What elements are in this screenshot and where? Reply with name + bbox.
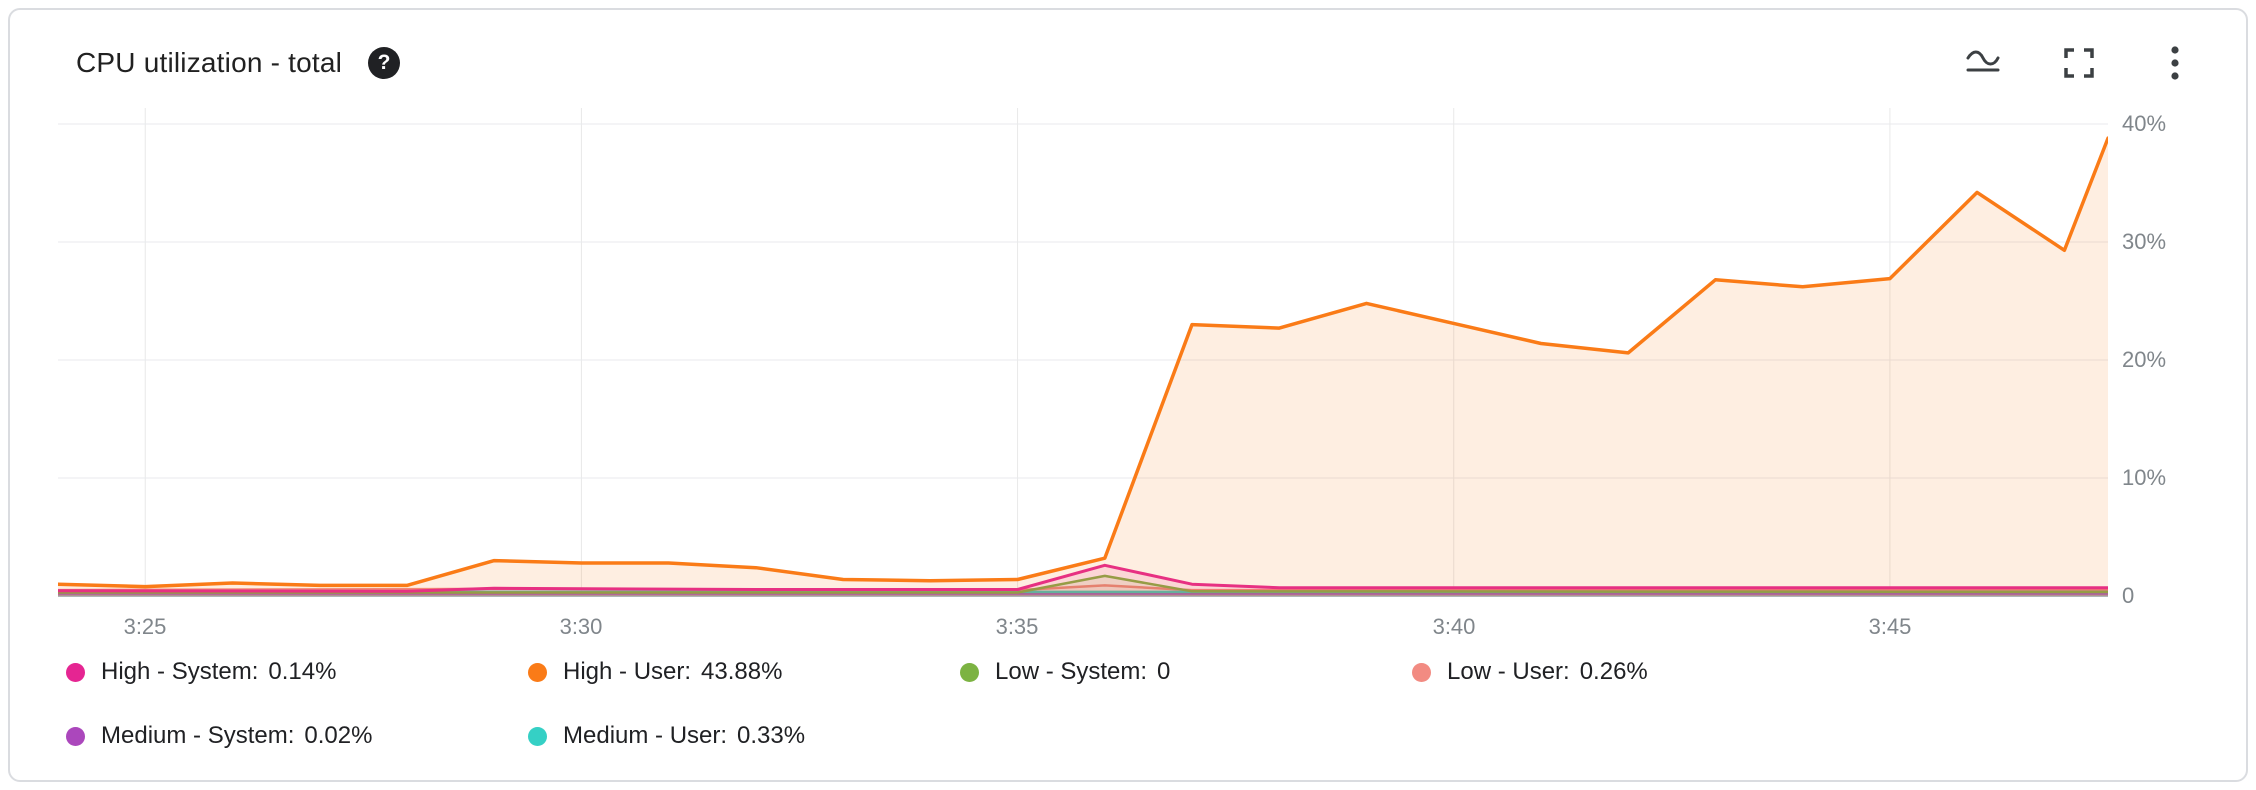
legend-value: 0.33% (737, 722, 806, 749)
legend-label: Low - User: (1447, 658, 1570, 685)
chart-plot-area[interactable] (58, 108, 2108, 608)
legend-item-high-user[interactable]: High - User: 43.88% (528, 654, 960, 690)
legend-color-dot (528, 662, 547, 682)
legend-item-high-system[interactable]: High - System: 0.14% (66, 654, 528, 690)
chart-legend: High - System: 0.14% High - User: 43.88%… (66, 654, 1648, 754)
x-tick-label: 3:45 (1868, 614, 1912, 639)
chart-header: CPU utilization - total ? (10, 10, 2246, 102)
legend-value: 0.26% (1579, 658, 1648, 685)
legend-item-medium-user[interactable]: Medium - User: 0.33% (528, 718, 960, 754)
legend-value: 43.88% (701, 658, 783, 685)
legend-value: 0.02% (304, 722, 373, 749)
x-tick-label: 3:40 (1432, 614, 1476, 639)
legend-label: Low - System: (995, 658, 1148, 685)
y-tick-label: 40% (2122, 111, 2167, 136)
chart-area: 40% 30% 20% 10% 0 3:25 3:30 3:35 3:40 3:… (10, 98, 2246, 646)
legend-value: 0.14% (268, 658, 337, 685)
y-tick-label: 20% (2122, 347, 2167, 372)
legend-color-dot (528, 726, 547, 746)
legend-color-dot (66, 662, 85, 682)
legend-color-dot (960, 662, 979, 682)
chart-style-icon[interactable] (1964, 44, 2002, 82)
chart-card: CPU utilization - total ? (8, 8, 2248, 782)
legend-label: High - User: (563, 658, 692, 685)
chart-title: CPU utilization - total (76, 47, 343, 78)
legend-label: Medium - System: (101, 722, 295, 749)
y-tick-label: 30% (2122, 229, 2167, 254)
legend-item-low-system[interactable]: Low - System: 0 (960, 654, 1412, 690)
x-tick-label: 3:35 (995, 614, 1039, 639)
legend-value: 0 (1157, 658, 1171, 685)
legend-color-dot (1412, 662, 1431, 682)
y-tick-label: 0 (2122, 583, 2135, 608)
chart-toolbar (1964, 44, 2194, 82)
legend-label: High - System: (101, 658, 259, 685)
legend-label: Medium - User: (563, 722, 728, 749)
legend-color-dot (66, 726, 85, 746)
x-tick-label: 3:30 (559, 614, 603, 639)
help-icon[interactable]: ? (368, 47, 401, 79)
legend-item-medium-system[interactable]: Medium - System: 0.02% (66, 718, 528, 754)
fullscreen-icon[interactable] (2060, 44, 2098, 82)
legend-item-low-user[interactable]: Low - User: 0.26% (1412, 654, 1648, 690)
y-tick-label: 10% (2122, 465, 2167, 490)
more-options-icon[interactable] (2156, 44, 2194, 82)
x-tick-label: 3:25 (123, 614, 167, 639)
